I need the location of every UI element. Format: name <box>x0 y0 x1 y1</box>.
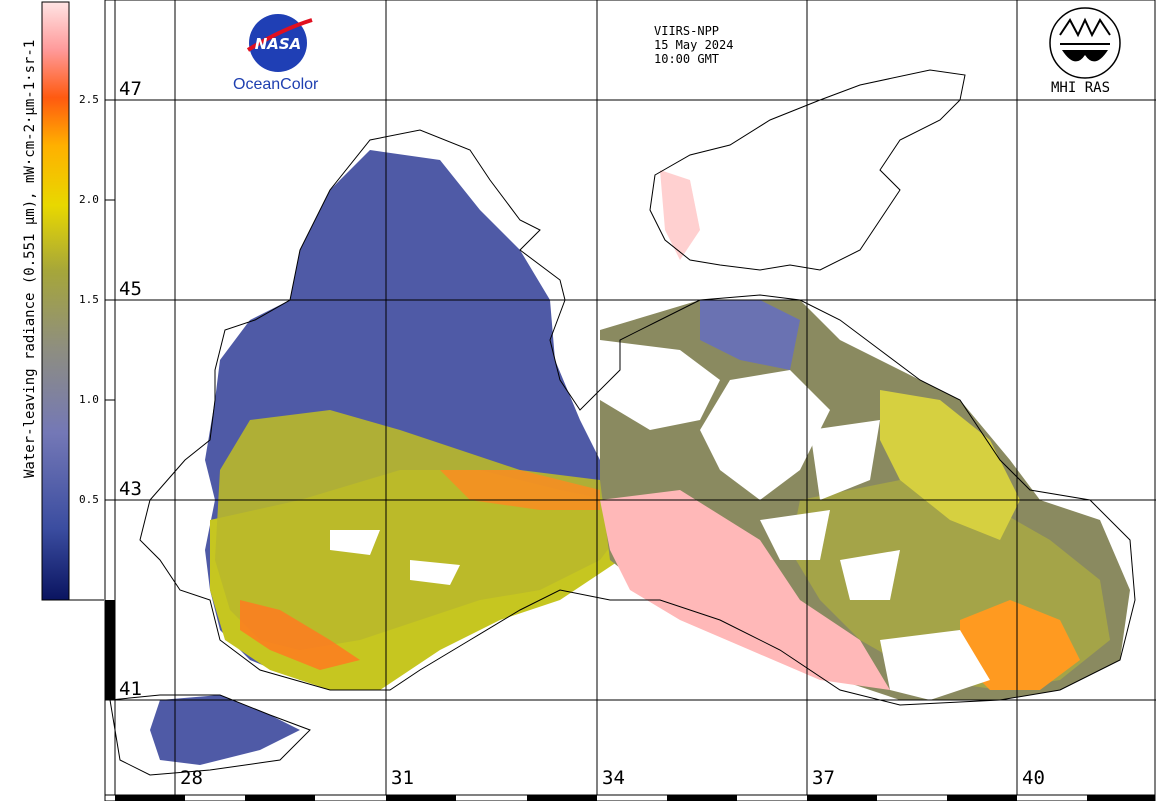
satellite-name: VIIRS-NPP <box>654 24 720 38</box>
colorbar-title: Water-leaving radiance (0.551 µm), mW·cm… <box>22 39 38 478</box>
acquisition-time: 10:00 GMT <box>654 52 720 66</box>
coastline <box>109 69 1136 776</box>
colorbar-tick: 2.5 <box>79 93 99 106</box>
longitude-label: 28 <box>180 767 203 789</box>
colorbar-tick: 0.5 <box>79 493 99 506</box>
cloud-mask <box>330 340 990 700</box>
nasa-logo: NASA <box>246 14 313 72</box>
latitude-label: 45 <box>119 278 142 300</box>
colorbar-tick: 2.0 <box>79 193 99 206</box>
colorbar-tick: 1.0 <box>79 393 99 406</box>
longitude-label: 37 <box>812 767 835 789</box>
longitude-label: 31 <box>391 767 414 789</box>
mhi-ras-logo <box>1049 7 1121 79</box>
latitude-label: 47 <box>119 78 142 100</box>
mhi-ras-label: MHI RAS <box>1051 80 1111 96</box>
latitude-label: 43 <box>119 478 142 500</box>
acquisition-date: 15 May 2024 <box>654 38 734 52</box>
longitude-label: 34 <box>602 767 625 789</box>
scale-bar-left <box>104 0 116 700</box>
scale-bar-bottom <box>104 794 1156 801</box>
satellite-info: VIIRS-NPP 15 May 2024 10:00 GMT <box>654 24 733 66</box>
colorbar-tick: 1.5 <box>79 293 99 306</box>
colorbar <box>42 2 69 600</box>
oceancolor-label: OceanColor <box>233 76 319 93</box>
sea-area <box>150 150 1130 765</box>
longitude-label: 40 <box>1022 767 1045 789</box>
latitude-label: 41 <box>119 678 142 700</box>
nasa-mark-text: NASA <box>255 35 302 53</box>
graticule <box>105 0 1156 795</box>
